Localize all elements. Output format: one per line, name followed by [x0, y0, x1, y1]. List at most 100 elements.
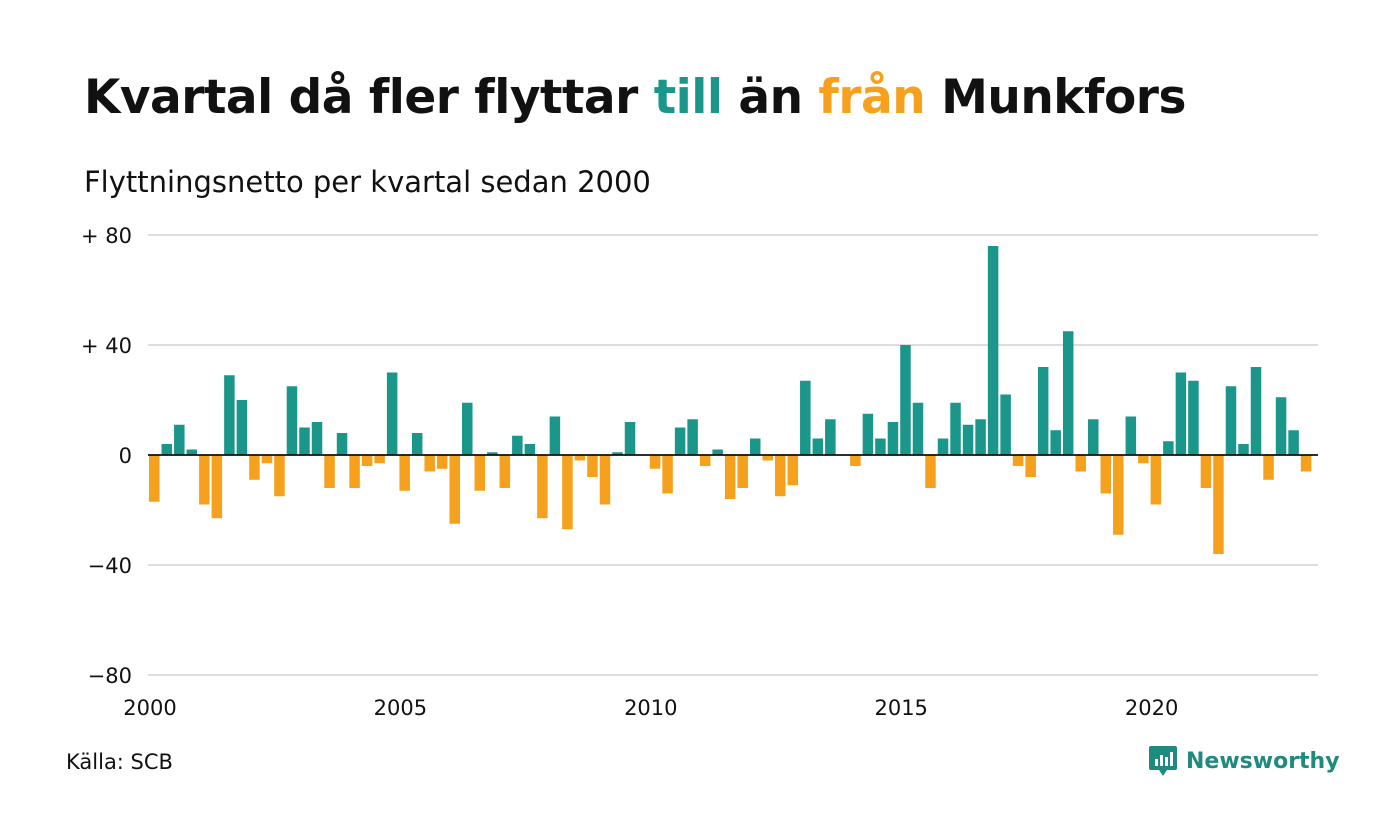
- bar-2022K1: [1250, 367, 1262, 455]
- bar-2016K4: [987, 246, 999, 455]
- y-tick-label: −40: [88, 554, 132, 578]
- axes: + 80 + 40 0 −40 −80 2000 2005 2010 2015 2020: [81, 224, 1318, 720]
- bar-2007K1: [499, 455, 511, 488]
- y-tick-label: + 80: [81, 224, 132, 248]
- bar-2013K2: [812, 438, 824, 455]
- bar-2004K2: [361, 455, 373, 466]
- y-tick-label: + 40: [81, 334, 132, 358]
- bar-2022K2: [1263, 455, 1274, 480]
- bar-2008K2: [562, 455, 573, 530]
- bar-2019K2: [1113, 455, 1124, 535]
- bar-2011K1: [699, 455, 711, 466]
- bar-2016K1: [950, 402, 961, 455]
- bar-2017K4: [1037, 367, 1049, 455]
- bar-2005K1: [399, 455, 410, 491]
- bar-2006K1: [449, 455, 460, 524]
- bar-2021K2: [1213, 455, 1224, 554]
- bar-2002K4: [286, 386, 298, 455]
- bar-2020K2: [1163, 441, 1174, 455]
- bar-2007K4: [537, 455, 548, 519]
- bar-2015K4: [937, 438, 949, 455]
- bar-2012K3: [775, 455, 786, 497]
- bar-2020K1: [1150, 455, 1162, 505]
- bar-2017K1: [1000, 394, 1011, 455]
- bar-2016K2: [962, 424, 974, 455]
- bar-2016K3: [975, 419, 986, 455]
- x-tick-label: 2020: [1125, 696, 1178, 720]
- bars: [149, 246, 1312, 554]
- bar-2008K1: [549, 416, 561, 455]
- bar-2006K4: [487, 452, 498, 455]
- bar-2014K1: [850, 455, 861, 466]
- bar-2011K4: [737, 455, 748, 488]
- bar-2001K1: [199, 455, 210, 505]
- bar-2020K4: [1188, 380, 1199, 455]
- bar-2023K1: [1300, 455, 1312, 472]
- bar-2015K1: [900, 345, 911, 455]
- bar-2013K1: [800, 380, 811, 455]
- bar-2000K2: [161, 444, 173, 455]
- bar-2003K3: [324, 455, 335, 488]
- bar-2018K2: [1062, 331, 1074, 455]
- grid-lines: [148, 234, 1318, 676]
- bar-2012K4: [787, 455, 799, 486]
- x-tick-label: 2010: [624, 696, 677, 720]
- bar-2017K2: [1012, 455, 1024, 466]
- x-tick-label: 2000: [123, 696, 176, 720]
- bar-2022K4: [1288, 430, 1299, 455]
- bar-2015K2: [912, 402, 924, 455]
- bar-2000K1: [149, 455, 160, 502]
- bar-2010K1: [649, 455, 661, 469]
- x-tick-label: 2005: [374, 696, 427, 720]
- bar-2014K4: [887, 422, 899, 455]
- bar-2004K4: [386, 372, 398, 455]
- bar-2005K2: [411, 433, 423, 455]
- bar-2010K2: [662, 455, 673, 494]
- bar-2002K3: [274, 455, 285, 497]
- bar-2019K3: [1125, 416, 1137, 455]
- bar-2007K2: [512, 435, 523, 455]
- bar-2003K4: [336, 433, 348, 455]
- bar-2000K3: [174, 424, 185, 455]
- bar-2003K1: [299, 427, 310, 455]
- bar-2021K4: [1238, 444, 1249, 455]
- bar-2012K2: [762, 455, 773, 461]
- bar-2011K3: [724, 455, 736, 499]
- bar-2013K3: [825, 419, 836, 455]
- bar-2011K2: [712, 449, 723, 455]
- bar-2014K3: [875, 438, 886, 455]
- bar-2009K2: [612, 452, 623, 455]
- bar-2021K3: [1225, 386, 1237, 455]
- chart-subtitle: Flyttningsnetto per kvartal sedan 2000: [84, 165, 651, 199]
- bar-2009K1: [599, 455, 611, 505]
- bar-2015K3: [925, 455, 936, 488]
- bar-2008K3: [574, 455, 586, 461]
- y-tick-label: −80: [88, 664, 132, 688]
- title-part2: än: [722, 70, 819, 125]
- bar-2000K4: [186, 449, 198, 455]
- source-note: Källa: SCB: [66, 750, 173, 774]
- bar-2006K3: [474, 455, 486, 491]
- x-tick-label: 2015: [874, 696, 927, 720]
- bar-2005K4: [436, 455, 448, 469]
- bar-2010K3: [674, 427, 686, 455]
- bar-2004K3: [374, 455, 385, 464]
- bar-2018K1: [1050, 430, 1061, 455]
- bar-2019K4: [1138, 455, 1149, 464]
- brand-name: Newsworthy: [1186, 748, 1340, 774]
- bar-2001K3: [224, 375, 235, 455]
- title-till: till: [653, 70, 723, 125]
- y-tick-label: 0: [119, 444, 132, 468]
- bar-2012K1: [749, 438, 761, 455]
- bar-2020K3: [1175, 372, 1187, 455]
- brand-logo: Newsworthy: [1148, 744, 1340, 778]
- bar-2006K2: [462, 402, 473, 455]
- bar-2008K4: [587, 455, 598, 477]
- bar-2009K3: [624, 422, 636, 455]
- bar-2021K1: [1200, 455, 1212, 488]
- title-part1: Kvartal då fler flyttar: [84, 70, 654, 125]
- bar-2003K2: [311, 422, 323, 455]
- bar-2007K3: [524, 444, 536, 455]
- bar-2002K2: [261, 455, 273, 464]
